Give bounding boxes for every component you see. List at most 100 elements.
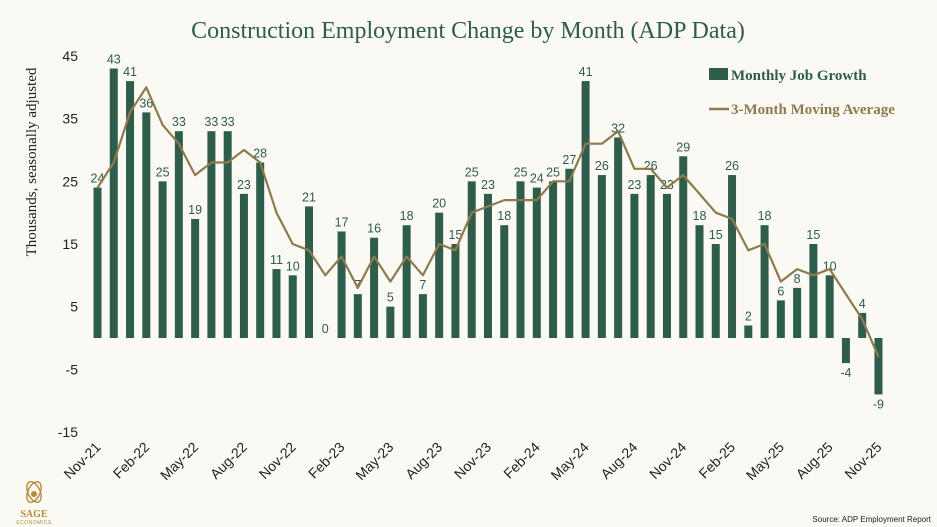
data-label: 43 bbox=[107, 53, 121, 67]
data-label: 17 bbox=[335, 215, 349, 229]
data-label: 11 bbox=[270, 253, 283, 267]
y-tick-label: -15 bbox=[58, 424, 78, 440]
bar bbox=[93, 187, 102, 338]
bar bbox=[288, 275, 297, 338]
data-label: 27 bbox=[562, 153, 576, 167]
bar bbox=[353, 294, 362, 338]
logo-sub: ECONOMICS bbox=[16, 520, 52, 526]
logo-name: SAGE bbox=[20, 509, 48, 520]
data-label: 25 bbox=[546, 165, 560, 179]
legend-bar-swatch bbox=[709, 68, 728, 80]
x-tick-label: May-22 bbox=[157, 439, 201, 483]
data-label: 21 bbox=[302, 190, 316, 204]
x-tick-label: Nov-23 bbox=[451, 439, 494, 482]
data-label: 18 bbox=[400, 209, 414, 223]
bar bbox=[191, 218, 200, 338]
bar bbox=[223, 131, 232, 338]
bar bbox=[825, 275, 834, 338]
x-tick-label: Nov-25 bbox=[841, 439, 884, 482]
bar bbox=[402, 225, 411, 338]
data-label: 29 bbox=[676, 140, 690, 154]
x-tick-label: May-25 bbox=[743, 439, 787, 483]
y-tick-label: -5 bbox=[66, 361, 79, 377]
data-label: 41 bbox=[123, 65, 137, 79]
data-label: 15 bbox=[806, 228, 820, 242]
y-axis-ticks: 45 35 25 15 5 -5 -15 bbox=[58, 48, 78, 440]
bar bbox=[809, 244, 818, 338]
x-axis-ticks: Nov-21 Feb-22 May-22 Aug-22 Nov-22 Feb-23 May-… bbox=[60, 439, 884, 483]
data-label: 41 bbox=[579, 65, 593, 79]
x-tick-label: Aug-22 bbox=[207, 439, 250, 482]
data-label: 28 bbox=[253, 147, 267, 161]
data-label: 0 bbox=[322, 322, 329, 336]
data-label: 23 bbox=[237, 178, 251, 192]
data-label: 23 bbox=[627, 178, 641, 192]
data-label: 18 bbox=[693, 209, 707, 223]
bar bbox=[370, 237, 379, 338]
bar bbox=[500, 225, 509, 338]
legend-line-label: 3-Month Moving Average bbox=[731, 102, 895, 118]
data-label: 7 bbox=[354, 278, 361, 292]
bar bbox=[549, 181, 558, 338]
bar bbox=[793, 287, 802, 338]
x-tick-label: Nov-22 bbox=[256, 439, 299, 482]
logo: SAGE ECONOMICS bbox=[16, 481, 52, 526]
data-label: 23 bbox=[660, 178, 674, 192]
bar bbox=[614, 137, 623, 338]
bar bbox=[109, 68, 118, 339]
data-label: 18 bbox=[758, 209, 772, 223]
bar bbox=[597, 175, 606, 338]
data-label: 5 bbox=[387, 291, 394, 305]
data-label: 25 bbox=[465, 165, 479, 179]
y-tick-label: 25 bbox=[62, 173, 78, 189]
data-label: -9 bbox=[873, 397, 884, 411]
x-tick-label: Feb-25 bbox=[695, 439, 738, 482]
x-tick-label: May-23 bbox=[352, 439, 396, 483]
legend-bar-label: Monthly Job Growth bbox=[731, 68, 867, 84]
data-label: 15 bbox=[448, 228, 462, 242]
data-label: 33 bbox=[172, 115, 186, 129]
data-label: 10 bbox=[286, 259, 300, 273]
x-tick-label: Feb-24 bbox=[500, 439, 543, 482]
bar bbox=[158, 181, 167, 338]
data-label: 26 bbox=[644, 159, 658, 173]
bar bbox=[662, 193, 671, 338]
data-label: 7 bbox=[419, 278, 426, 292]
bar bbox=[711, 244, 720, 338]
chart-title: Construction Employment Change by Month … bbox=[191, 18, 745, 44]
bar bbox=[874, 338, 883, 395]
bar bbox=[581, 81, 590, 339]
bar bbox=[174, 131, 183, 338]
x-tick-label: May-24 bbox=[547, 439, 591, 483]
source-note: Source: ADP Employment Report bbox=[812, 515, 931, 524]
bar bbox=[695, 225, 704, 338]
bar bbox=[239, 193, 248, 338]
y-tick-label: 5 bbox=[70, 299, 78, 315]
data-label: 25 bbox=[514, 165, 528, 179]
data-label: 26 bbox=[725, 159, 739, 173]
data-label: 15 bbox=[709, 228, 723, 242]
bar bbox=[483, 193, 492, 338]
bar bbox=[646, 175, 655, 338]
bar bbox=[435, 212, 444, 338]
bar bbox=[451, 244, 460, 338]
bar bbox=[142, 112, 151, 339]
sage-leaf-icon bbox=[26, 481, 42, 503]
data-label: 19 bbox=[188, 203, 202, 217]
data-label: 16 bbox=[367, 222, 381, 236]
moving-average-line bbox=[96, 86, 880, 358]
x-tick-label: Aug-25 bbox=[793, 439, 836, 482]
x-tick-label: Feb-22 bbox=[110, 439, 153, 482]
bar bbox=[272, 269, 281, 338]
bar bbox=[630, 193, 639, 338]
y-tick-label: 45 bbox=[62, 48, 78, 64]
bar bbox=[565, 168, 574, 338]
data-label: 18 bbox=[497, 209, 511, 223]
y-axis-label: Thousands, seasonally adjusted bbox=[24, 67, 40, 256]
data-label: 23 bbox=[481, 178, 495, 192]
bar bbox=[679, 156, 688, 338]
bar bbox=[841, 338, 850, 364]
data-label: 33 bbox=[221, 115, 235, 129]
x-tick-label: Feb-23 bbox=[305, 439, 348, 482]
